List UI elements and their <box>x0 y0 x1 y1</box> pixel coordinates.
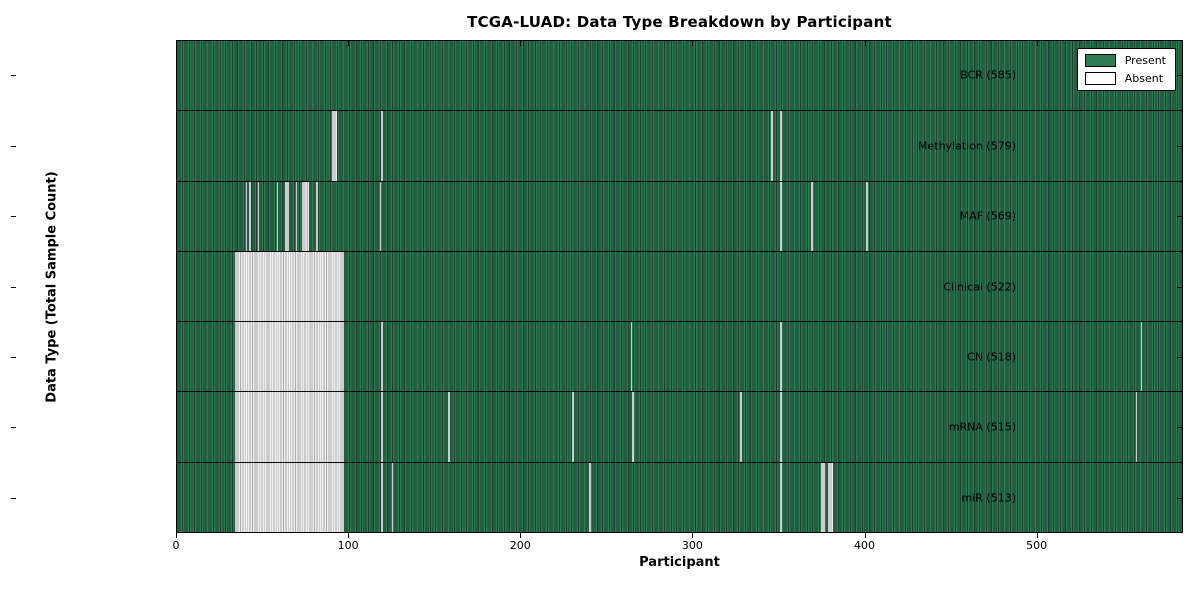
absent-stripe <box>1135 392 1138 462</box>
x-tick-mark <box>692 533 694 538</box>
absent-stripe <box>391 462 394 532</box>
x-tick-mark <box>864 41 866 46</box>
x-tick-label: 100 <box>337 539 359 552</box>
y-tick-label-methylation: Methylation (579) <box>918 139 1016 153</box>
legend-entry-present: Present <box>1084 54 1166 67</box>
legend-entry-absent: Absent <box>1084 72 1166 85</box>
absent-stripe <box>810 181 813 251</box>
y-tick-mark <box>1177 356 1182 358</box>
heatmap-row-clinical <box>177 251 1182 323</box>
y-tick-mark <box>1177 216 1182 218</box>
legend: Present Absent <box>1076 48 1176 91</box>
absent-stripe <box>1140 322 1143 392</box>
y-tick-mark <box>11 356 16 358</box>
y-tick-mark <box>11 427 16 429</box>
absent-stripe <box>276 181 279 251</box>
x-tick-mark <box>348 41 350 46</box>
absent-stripe <box>316 181 318 251</box>
heatmap-row-bcr <box>177 41 1182 112</box>
x-tick-label: 200 <box>509 539 531 552</box>
x-tick-mark <box>176 41 177 46</box>
y-tick-mark <box>11 216 16 218</box>
x-tick-label: 0 <box>172 539 180 552</box>
absent-stripe <box>448 392 451 462</box>
x-axis-label: Participant <box>639 555 720 570</box>
absent-stripe <box>331 111 337 181</box>
heatmap-row-methylation <box>177 111 1182 182</box>
present-swatch-icon <box>1084 54 1116 67</box>
absent-stripe <box>780 322 782 392</box>
y-tick-label-mrna: mRNA (515) <box>948 420 1016 434</box>
x-tick-mark <box>176 533 177 538</box>
y-tick-label-bcr: BCR (585) <box>960 68 1016 82</box>
y-tick-mark <box>1177 497 1182 499</box>
y-tick-label-cn: CN (518) <box>967 350 1016 364</box>
absent-stripe <box>381 392 384 462</box>
absent-stripe <box>572 392 574 462</box>
heatmap-row-mir <box>177 462 1182 532</box>
absent-stripe <box>379 181 382 251</box>
absent-stripe <box>235 462 344 532</box>
absent-stripe <box>235 251 344 322</box>
y-tick-mark <box>1177 427 1182 429</box>
x-tick-label: 400 <box>854 539 876 552</box>
absent-stripe <box>780 181 782 251</box>
absent-stripe <box>630 322 633 392</box>
x-tick-mark <box>348 533 350 538</box>
absent-stripe <box>381 462 384 532</box>
y-axis-label: Data Type (Total Sample Count) <box>44 171 60 403</box>
y-tick-label-clinical: Clinical (522) <box>943 280 1016 293</box>
x-tick-mark <box>864 533 866 538</box>
legend-label-present: Present <box>1124 54 1166 67</box>
y-tick-mark <box>1177 286 1182 288</box>
absent-stripe <box>771 111 774 181</box>
absent-stripe <box>302 181 310 251</box>
legend-label-absent: Absent <box>1124 72 1164 85</box>
y-tick-label-maf: MAF (569) <box>959 209 1016 223</box>
y-tick-label-mir: miR (513) <box>961 491 1017 505</box>
absent-stripe <box>632 392 634 462</box>
plot-area: Present Absent <box>176 40 1183 533</box>
absent-stripe <box>780 111 782 181</box>
absent-stripe <box>257 181 260 251</box>
absent-swatch-icon <box>1084 72 1116 85</box>
absent-stripe <box>740 392 743 462</box>
x-tick-mark <box>520 41 522 46</box>
absent-stripe <box>821 462 825 532</box>
heatmap-rows <box>177 41 1182 532</box>
absent-stripe <box>235 322 344 392</box>
y-tick-mark <box>1177 75 1182 77</box>
y-tick-mark <box>11 497 16 499</box>
absent-stripe <box>780 392 782 462</box>
absent-stripe <box>589 462 591 532</box>
heatmap-row-cn <box>177 322 1182 393</box>
x-tick-mark <box>1036 41 1038 46</box>
x-tick-label: 500 <box>1026 539 1048 552</box>
absent-stripe <box>245 181 248 251</box>
absent-stripe <box>381 111 384 181</box>
x-tick-mark <box>692 41 694 46</box>
absent-stripe <box>249 181 251 251</box>
y-tick-mark <box>11 286 16 288</box>
heatmap-row-mrna <box>177 392 1182 463</box>
chart-title: TCGA-LUAD: Data Type Breakdown by Partic… <box>467 13 892 31</box>
x-tick-mark <box>1036 533 1038 538</box>
y-tick-mark <box>1177 145 1182 147</box>
absent-stripe <box>295 181 298 251</box>
absent-stripe <box>235 392 344 462</box>
absent-stripe <box>381 322 384 392</box>
absent-stripe <box>865 181 868 251</box>
heatmap-row-maf <box>177 181 1182 252</box>
absent-stripe <box>780 462 782 532</box>
absent-stripe <box>828 462 834 532</box>
y-tick-mark <box>11 75 16 77</box>
x-tick-label: 300 <box>681 539 703 552</box>
x-tick-mark <box>520 533 522 538</box>
absent-stripe <box>285 181 289 251</box>
y-tick-mark <box>11 145 16 147</box>
